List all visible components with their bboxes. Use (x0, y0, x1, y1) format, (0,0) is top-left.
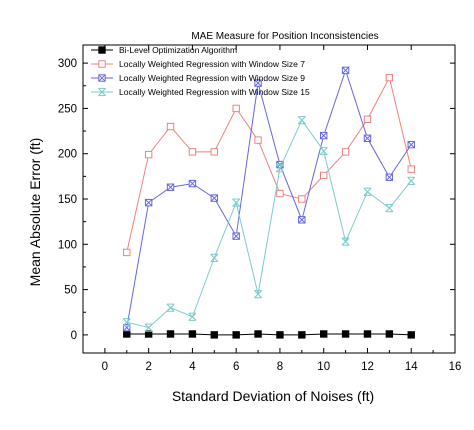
series-1-point (341, 330, 350, 338)
legend: Bi-Level Optimization Algorithm Locally W… (91, 45, 310, 97)
series-2-point (363, 115, 372, 123)
series-1-point (385, 330, 394, 338)
series-1-point (320, 330, 328, 338)
x-tick-label: 6 (233, 361, 239, 373)
series-4-line (126, 119, 412, 329)
series-2-point (232, 104, 240, 113)
legend-label: Locally Weighted Regression with Window … (119, 73, 305, 83)
series-3-line (126, 68, 412, 328)
x-axis-label: Standard Deviation of Noises (ft) (172, 388, 374, 404)
legend-item-3: Locally Weighted Regression with Window … (91, 73, 305, 83)
series-3-point (166, 183, 175, 191)
x-tick-label: 10 (317, 361, 330, 373)
series-4-point (232, 198, 241, 207)
series-4-point (275, 164, 284, 173)
legend-marker (98, 74, 106, 82)
legend-item-4: Locally Weighted Regression with Window … (91, 87, 310, 97)
series-2-point (320, 171, 328, 180)
series-4-point (166, 303, 175, 312)
series-3-point (210, 194, 218, 202)
series-2-point (123, 248, 131, 257)
series-4-point (254, 290, 263, 299)
y-tick-label: 50 (64, 285, 77, 297)
series-2-point (166, 122, 175, 131)
series-1-point (298, 331, 306, 339)
series-1-point (276, 331, 284, 339)
legend-marker (98, 46, 106, 54)
series-1 (123, 330, 415, 339)
legend-marker (98, 87, 106, 97)
y-axis-ticks: 0 50 100 150 200 250 300 (58, 58, 455, 342)
y-tick-label: 0 (71, 330, 77, 342)
y-tick-label: 250 (58, 103, 77, 115)
series-3-point (144, 198, 153, 207)
series-2-point (276, 189, 284, 198)
series-2-point (254, 136, 262, 144)
series-3 (123, 66, 415, 332)
legend-marker (98, 60, 106, 68)
legend-item-1: Bi-Level Optimization Algorithm (91, 45, 237, 55)
series-1-point (407, 331, 415, 339)
series-4-point (407, 176, 416, 185)
series-1-point (188, 330, 197, 338)
legend-label: Locally Weighted Regression with Window … (119, 59, 305, 69)
series-1-point (144, 330, 153, 338)
series-3-point (385, 173, 394, 181)
series-3-point (232, 232, 240, 240)
x-tick-label: 4 (189, 361, 196, 373)
series-2-point (298, 195, 306, 203)
series-1-point (123, 330, 131, 338)
series-4-point (188, 312, 197, 321)
series-3-point (341, 66, 350, 75)
series-4-point (363, 187, 372, 196)
x-tick-label: 16 (449, 361, 462, 373)
series-2-point (144, 150, 153, 159)
y-tick-label: 200 (58, 149, 77, 161)
x-tick-label: 14 (405, 361, 418, 373)
series-1-point (210, 331, 218, 339)
x-tick-label: 0 (102, 361, 108, 373)
chart-title: MAE Measure for Position Inconsistencies (191, 31, 378, 42)
series-2-point (210, 148, 218, 156)
series-2-point (341, 148, 350, 156)
series-4-point (385, 203, 394, 213)
series-3-point (320, 131, 328, 140)
y-tick-label: 150 (58, 194, 77, 206)
series-2-point (385, 73, 394, 82)
series-4-point (297, 116, 306, 125)
series-3-point (254, 79, 262, 87)
x-axis-ticks: 0 2 4 6 8 10 12 14 16 (102, 45, 462, 373)
y-tick-label: 100 (58, 239, 77, 251)
series-2-point (188, 148, 197, 156)
series-3-point (298, 216, 306, 224)
series-layer (122, 66, 416, 339)
series-2 (123, 73, 415, 257)
series-3-point (363, 134, 372, 143)
series-2-point (407, 165, 415, 173)
y-axis-label: Mean Absolute Error (ft) (27, 138, 43, 287)
series-4-point (319, 146, 328, 156)
y-tick-label: 300 (58, 58, 77, 70)
series-1-point (166, 330, 175, 338)
series-4-point (144, 323, 153, 332)
series-2-line (126, 76, 412, 253)
series-4 (122, 116, 416, 332)
series-4-point (122, 318, 131, 327)
series-1-point (254, 330, 262, 338)
series-3-point (188, 179, 197, 188)
series-3-point (407, 140, 415, 149)
legend-label: Bi-Level Optimization Algorithm (119, 45, 237, 55)
legend-label: Locally Weighted Regression with Window … (119, 87, 310, 97)
legend-item-2: Locally Weighted Regression with Window … (91, 59, 305, 69)
x-tick-label: 2 (145, 361, 151, 373)
x-tick-label: 8 (277, 361, 283, 373)
series-4-point (341, 237, 350, 246)
series-1-point (363, 330, 372, 338)
x-tick-label: 12 (361, 361, 374, 373)
series-4-point (210, 253, 219, 262)
series-1-point (232, 331, 240, 339)
